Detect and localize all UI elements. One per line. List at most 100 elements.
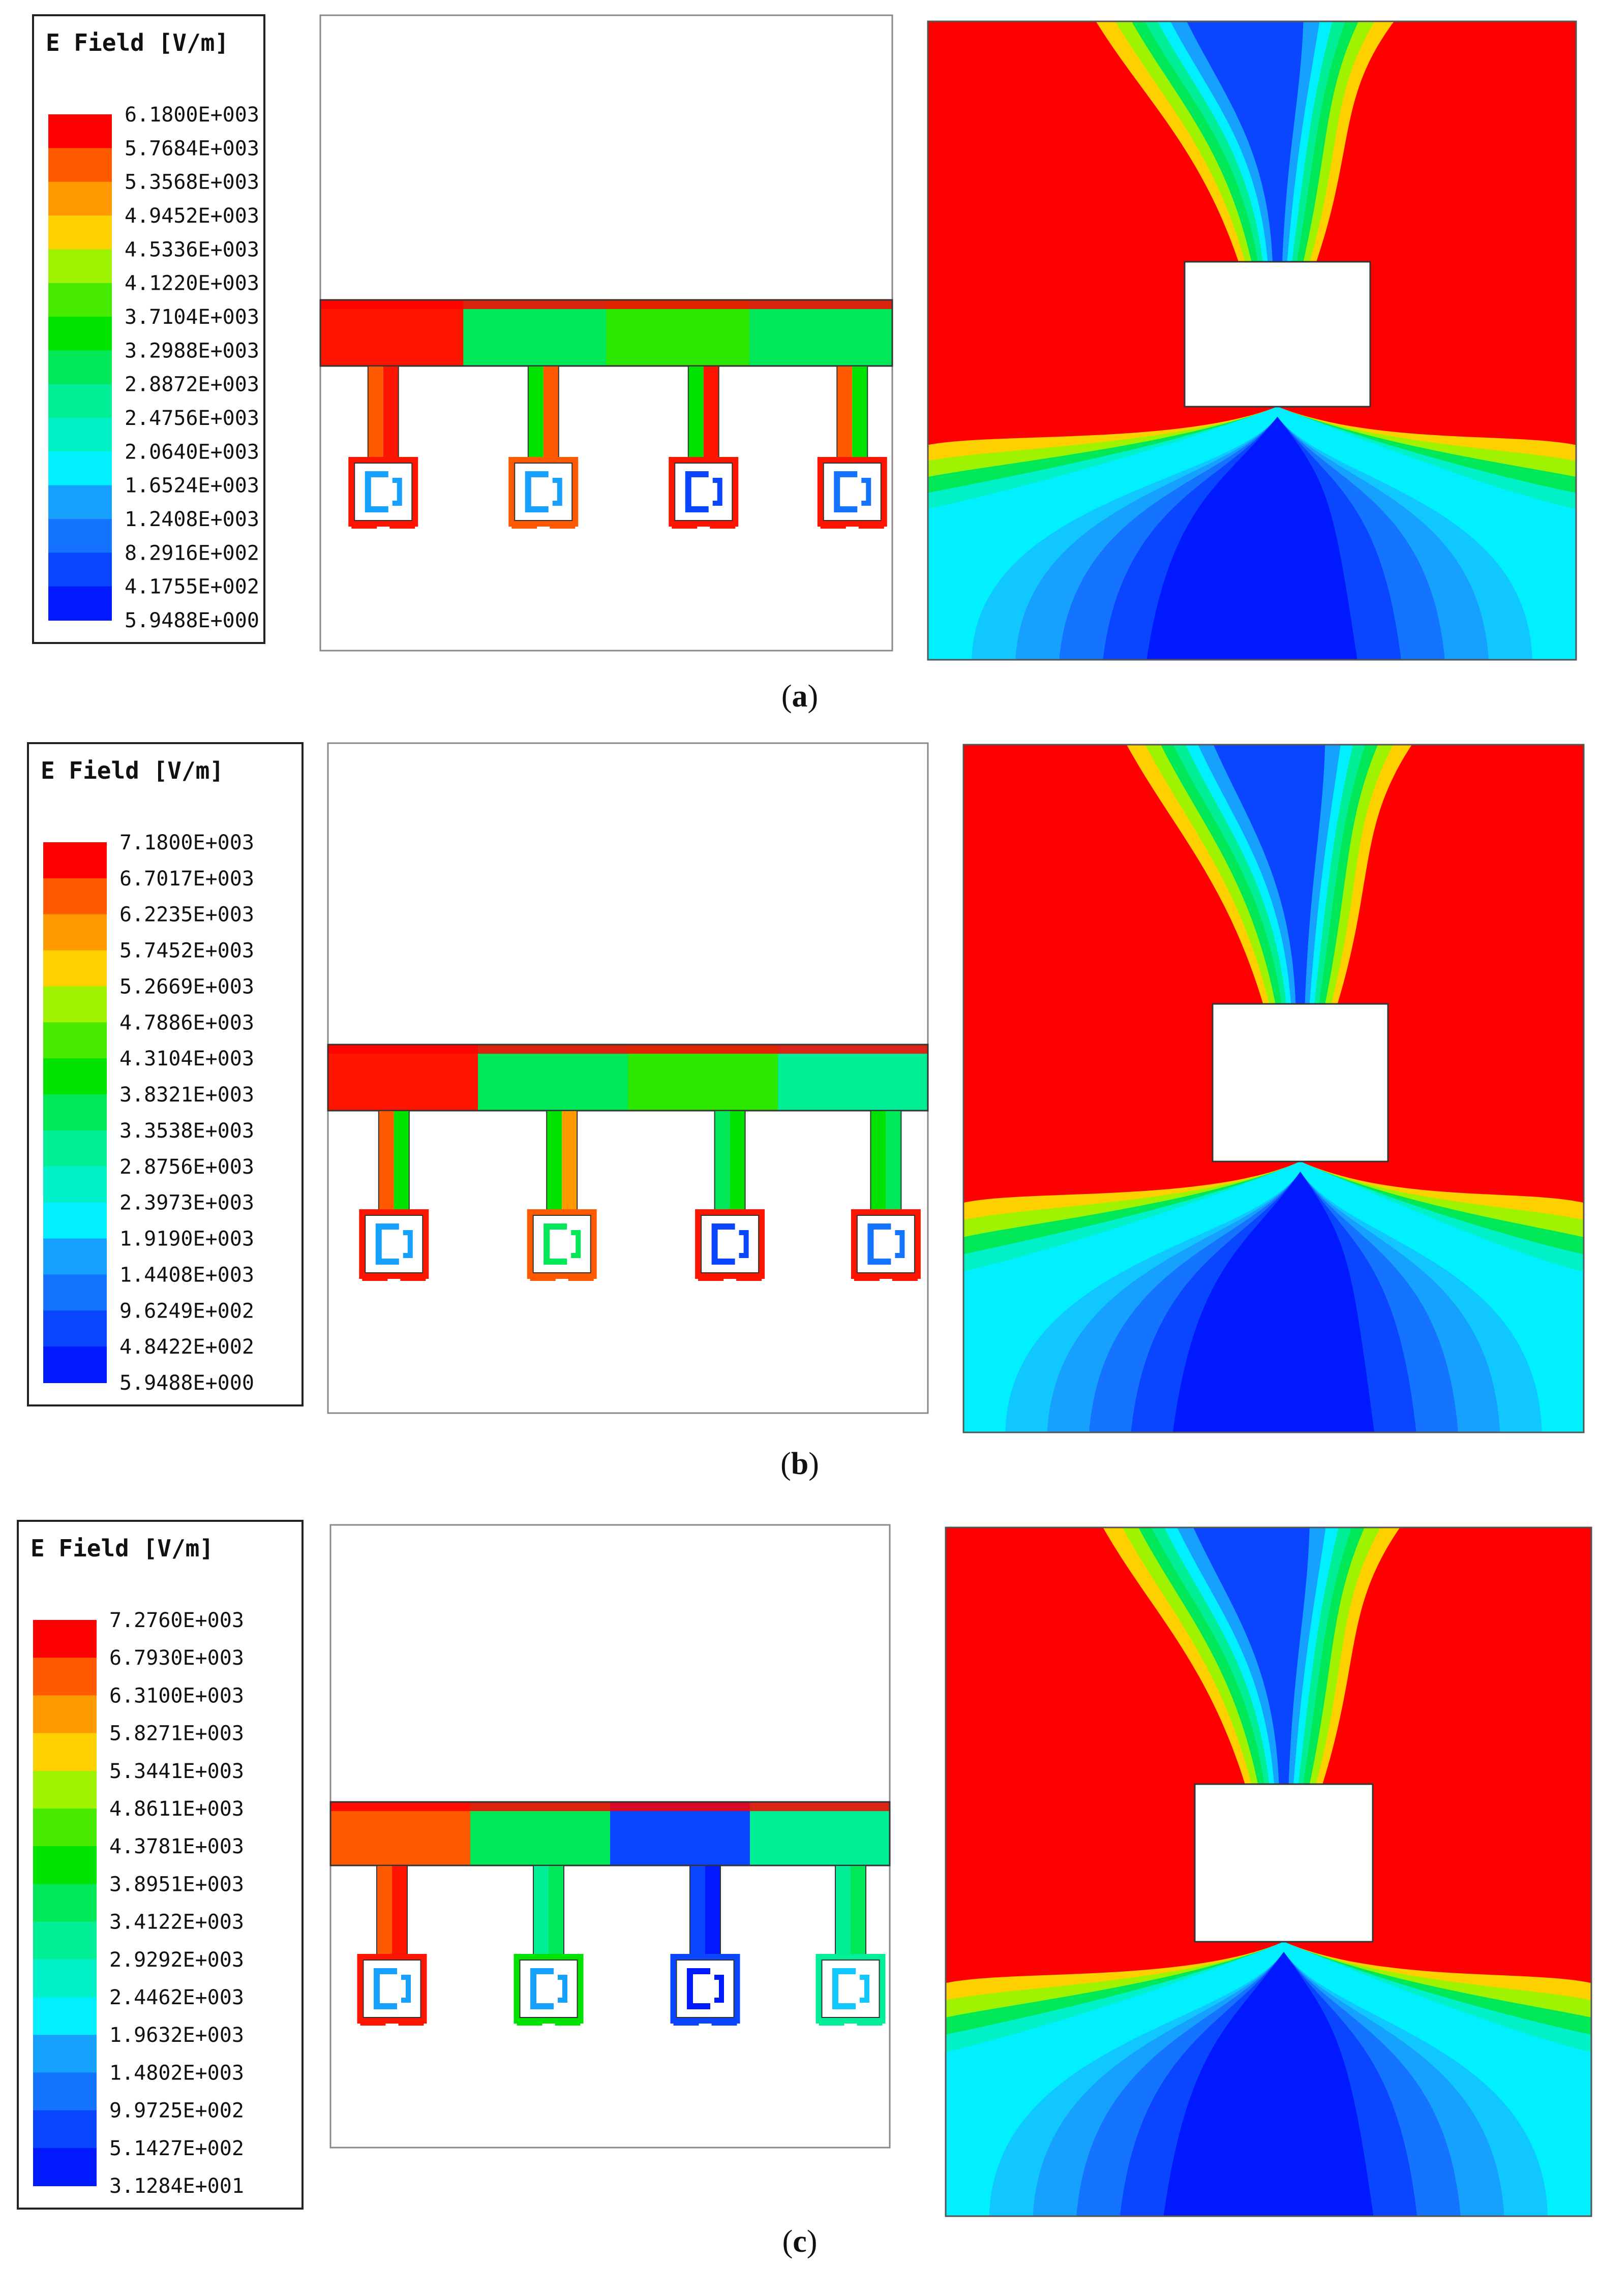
cell-inner-ring xyxy=(867,1223,891,1265)
cell-tab xyxy=(820,522,846,529)
cell-outline xyxy=(674,463,733,521)
legend-tick-label: 1.9632E+003 xyxy=(109,2024,244,2047)
cell-tab xyxy=(362,1274,388,1281)
legend-tick-label: 4.1220E+003 xyxy=(125,272,259,295)
legend-tick-label: 9.9725E+002 xyxy=(109,2099,244,2123)
legend-swatch xyxy=(48,317,112,351)
legend-tick-label: 5.2669E+003 xyxy=(119,975,254,998)
legend-swatch xyxy=(43,1130,107,1167)
legend-tick-label: 6.1800E+003 xyxy=(125,103,259,127)
legend-tick-label: 4.8611E+003 xyxy=(109,1797,244,1821)
legend: E Field [V/m] 6.1800E+003 5.7684E+003 5.356… xyxy=(32,14,265,644)
legend-title: E Field [V/m] xyxy=(31,1535,214,1562)
cell-outline xyxy=(363,1960,421,2018)
cell-inner-ring xyxy=(739,1230,749,1258)
field-band xyxy=(1187,21,1304,262)
legend-title: E Field [V/m] xyxy=(41,757,224,784)
stem xyxy=(383,366,399,468)
legend-swatch xyxy=(43,1310,107,1348)
cell-outer-ring xyxy=(670,1954,740,2024)
stem xyxy=(851,1865,866,1962)
legend-swatch xyxy=(33,2110,97,2149)
legend-tick-label: 6.3100E+003 xyxy=(109,1684,244,1707)
cell-inner-ring xyxy=(525,471,549,512)
legend-swatch xyxy=(33,1658,97,1696)
field-band xyxy=(1193,1527,1310,1784)
cell-tab xyxy=(530,1274,556,1281)
legend-tick-label: 6.7930E+003 xyxy=(109,1646,244,1670)
stem xyxy=(562,1111,578,1215)
legend-tick-label: 2.4462E+003 xyxy=(109,1986,244,2009)
cell-outer-ring xyxy=(357,1954,427,2024)
legend-tick-label: 9.6249E+002 xyxy=(119,1299,254,1323)
legend-swatch xyxy=(48,350,112,385)
legend-tick-label: 5.3568E+003 xyxy=(125,171,259,194)
cell-inner-ring xyxy=(712,478,722,506)
legend-swatch xyxy=(33,1959,97,1998)
cell-tab xyxy=(892,1274,918,1281)
field-frame xyxy=(945,1526,1592,2217)
legend-swatch xyxy=(43,1274,107,1311)
stem xyxy=(730,1111,745,1215)
legend-tick-label: 5.9488E+000 xyxy=(119,1371,254,1395)
cell-outer-ring xyxy=(508,457,579,527)
legend-swatch xyxy=(33,1921,97,1960)
field-band xyxy=(1146,417,1357,660)
split-ring-cell xyxy=(357,1954,427,2026)
cell-inner-ring xyxy=(403,1230,413,1258)
field-band xyxy=(1163,1952,1374,2216)
stem xyxy=(528,366,544,468)
panel-caption-letter: c xyxy=(793,2224,807,2259)
legend-tick-label: 5.8271E+003 xyxy=(109,1722,244,1746)
stem xyxy=(705,1865,720,1962)
legend-swatch xyxy=(33,1809,97,1847)
cell-inner-ring xyxy=(685,471,709,512)
legend-swatch xyxy=(48,485,112,519)
legend-tick-label: 8.2916E+002 xyxy=(125,541,259,565)
cell-outline xyxy=(823,463,882,521)
legend-tick-label: 4.9452E+003 xyxy=(125,204,259,228)
legend-swatch xyxy=(33,1733,97,1771)
legend-tick-label: 2.4756E+003 xyxy=(125,407,259,430)
cell-tab xyxy=(710,522,736,529)
legend: E Field [V/m] 7.1800E+003 6.7017E+003 6.223… xyxy=(27,742,304,1406)
legend-swatch xyxy=(48,384,112,418)
cell-inner-ring xyxy=(365,471,388,512)
stem xyxy=(690,1865,705,1962)
legend-swatch xyxy=(33,2035,97,2073)
stem xyxy=(368,366,383,468)
cell-outline xyxy=(514,463,573,521)
legend-tick-label: 2.9292E+003 xyxy=(109,1948,244,1972)
cell-tab xyxy=(398,2018,424,2026)
legend-swatch xyxy=(48,418,112,452)
cell-tab xyxy=(351,522,377,529)
cell-tab xyxy=(698,1274,724,1281)
legend-tick-label: 2.8872E+003 xyxy=(125,373,259,396)
field-map xyxy=(927,20,1577,661)
cell-tab xyxy=(711,2018,737,2026)
legend-swatch xyxy=(43,950,107,987)
cell-tab xyxy=(400,1274,426,1281)
stem xyxy=(688,366,704,468)
legend-tick-label: 4.3781E+003 xyxy=(109,1835,244,1858)
cell-outer-ring xyxy=(514,1954,584,2024)
legend-swatch xyxy=(48,148,112,182)
legend-swatch xyxy=(43,1166,107,1203)
stem xyxy=(852,366,868,468)
cell-tab xyxy=(550,522,576,529)
legend-tick-label: 5.7684E+003 xyxy=(125,137,259,160)
legend-swatch xyxy=(43,1238,107,1275)
legend-tick-label: 1.9190E+003 xyxy=(119,1228,254,1251)
cell-inner-ring xyxy=(530,1968,554,2009)
legend-swatch xyxy=(43,1022,107,1059)
feed-bar-segment xyxy=(749,300,893,366)
cell-inner-ring xyxy=(552,478,562,506)
target-box xyxy=(1194,1783,1374,1943)
stem xyxy=(543,366,559,468)
cell-outer-ring xyxy=(348,457,418,527)
legend-tick-label: 1.4408E+003 xyxy=(119,1263,254,1287)
stem xyxy=(886,1111,901,1215)
legend-swatch xyxy=(33,1620,97,1659)
panel-caption: (b) xyxy=(780,1447,819,1481)
target-box xyxy=(1212,1003,1389,1162)
